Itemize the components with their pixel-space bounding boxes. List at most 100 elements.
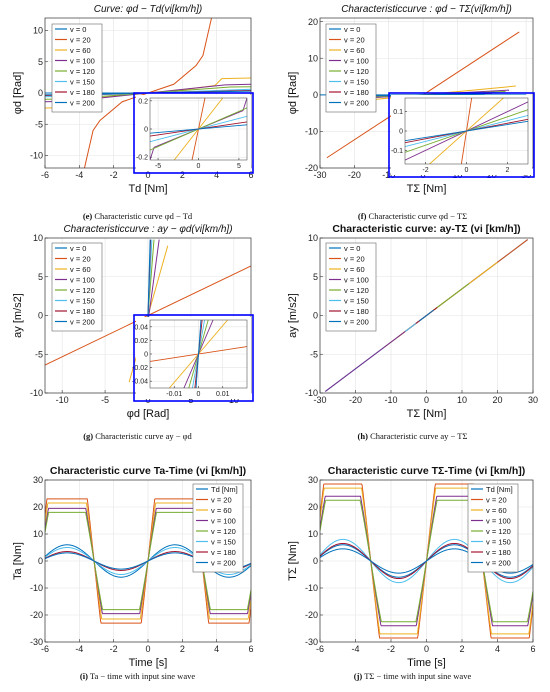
y-tick-label: -0.04 — [132, 379, 148, 386]
x-tick-label: -20 — [349, 395, 362, 405]
legend-entry: v = 120 — [344, 286, 369, 295]
legend-entry: v = 200 — [70, 99, 95, 108]
x-tick-label: 0 — [465, 167, 469, 174]
x-tick-label: -30 — [313, 395, 326, 405]
legend-entry: v = 120 — [70, 67, 95, 76]
caption-h: (h) Characteristic curve ay − TΣ — [357, 431, 468, 441]
x-axis-label: Time [s] — [407, 657, 446, 669]
y-tick-label: -0.2 — [136, 155, 148, 162]
legend-entry: v = 20 — [486, 496, 507, 505]
y-tick-label: 0.02 — [134, 338, 148, 345]
x-tick-label: 0 — [197, 163, 201, 170]
inset-line-6 — [195, 320, 202, 388]
legend-entry: v = 100 — [344, 276, 369, 285]
y-tick-label: -10 — [305, 127, 318, 137]
x-tick-label: -4 — [351, 644, 359, 654]
legend-entry: v = 180 — [211, 548, 236, 557]
inset-highlight-box — [133, 92, 254, 174]
legend-entry: v = 120 — [344, 67, 369, 76]
y-tick-label: 0.2 — [138, 98, 148, 105]
y-axis-label: φd [Rad] — [12, 72, 24, 115]
y-tick-label: 10 — [33, 26, 43, 36]
x-tick-label: -2 — [422, 167, 428, 174]
legend-entry: v = 20 — [70, 36, 91, 45]
y-tick-label: 5 — [38, 272, 43, 282]
series-line-7 — [419, 309, 434, 322]
legend-entry: v = 200 — [344, 99, 369, 108]
legend-entry: v = 60 — [70, 46, 91, 55]
x-tick-label: 0.01 — [216, 391, 230, 398]
legend-entry: v = 20 — [344, 36, 365, 45]
legend-entry: v = 180 — [70, 88, 95, 97]
legend-entry: v = 150 — [70, 78, 95, 87]
chart-title: Characteristic curve Ta-Time (vi [km/h]) — [50, 465, 246, 477]
x-tick-label: -5 — [101, 395, 109, 405]
chart-title: Characteristic curve TΣ-Time (vi [km/h]) — [328, 465, 526, 477]
x-tick-label: 4 — [214, 644, 219, 654]
chart-f: -30-20-100102030-20-1001020Characteristi… — [287, 4, 535, 195]
legend-entry: v = 20 — [70, 255, 91, 264]
inset: -2 0 2 -0.1 0 0.1 — [388, 92, 535, 178]
legend-entry: v = 0 — [344, 244, 360, 253]
legend-entry: v = 150 — [344, 78, 369, 87]
legend-entry: v = 180 — [70, 307, 95, 316]
x-tick-label: 4 — [214, 170, 219, 180]
chart-title: Characteristiccurve : φd − TΣ(vi[km/h]) — [341, 4, 512, 15]
y-tick-label: 30 — [33, 475, 43, 485]
y-tick-label: 0 — [313, 90, 318, 100]
y-tick-label: -30 — [305, 637, 318, 647]
legend-box — [467, 483, 519, 573]
y-tick-label: 10 — [33, 233, 43, 243]
legend-entry: v = 20 — [211, 496, 232, 505]
x-axis-label: TΣ [Nm] — [407, 183, 447, 195]
y-tick-label: -20 — [305, 610, 318, 620]
legend-entry: v = 150 — [211, 538, 236, 547]
legend-entry: Td [Nm] — [486, 485, 513, 494]
legend-entry: v = 180 — [344, 88, 369, 97]
inset-series — [150, 320, 247, 388]
y-tick-label: 0 — [313, 311, 318, 321]
legend-entry: v = 60 — [344, 46, 365, 55]
x-tick-label: -4 — [75, 170, 83, 180]
x-tick-label: -2 — [110, 170, 118, 180]
y-tick-label: 0 — [38, 556, 43, 566]
inset-frame — [149, 319, 248, 389]
y-tick-label: 5 — [313, 272, 318, 282]
y-tick-label: -10 — [30, 583, 43, 593]
x-tick-label: 0 — [424, 395, 429, 405]
series-line-4 — [433, 283, 470, 311]
legend-entry: v = 20 — [344, 255, 365, 264]
x-tick-label: 2 — [180, 644, 185, 654]
x-tick-label: -6 — [41, 644, 49, 654]
chart-title: Characteristic curve: ay-TΣ (vi [km/h]) — [332, 223, 520, 235]
x-axis-label: φd [Rad] — [127, 408, 170, 420]
y-tick-label: -10 — [305, 388, 318, 398]
x-tick-label: -20 — [348, 170, 361, 180]
legend-entry: v = 150 — [344, 297, 369, 306]
caption-g: (g) Characteristic curve ay − φd — [83, 431, 192, 441]
legend-entry: v = 0 — [70, 25, 86, 34]
inset-line-6 — [150, 124, 247, 134]
legend-entry: v = 60 — [344, 265, 365, 274]
y-tick-label: -0.02 — [132, 365, 148, 372]
y-tick-label: -0.1 — [391, 148, 403, 155]
y-tick-label: 0 — [399, 128, 403, 135]
chart-title: Characteristiccurve : ay − φd(vi[km/h]) — [63, 224, 232, 235]
legend-entry: v = 100 — [70, 276, 95, 285]
inset-highlight-box — [388, 92, 535, 178]
legend-entry: v = 180 — [486, 548, 511, 557]
x-tick-label: 20 — [492, 395, 502, 405]
y-tick-label: -10 — [30, 388, 43, 398]
x-tick-label: 2 — [506, 167, 510, 174]
x-tick-label: 5 — [237, 163, 241, 170]
x-axis-label: Time [s] — [129, 657, 168, 669]
inset-series — [150, 98, 247, 160]
legend-box — [192, 483, 244, 573]
y-axis-label: φd [Rad] — [287, 72, 299, 115]
